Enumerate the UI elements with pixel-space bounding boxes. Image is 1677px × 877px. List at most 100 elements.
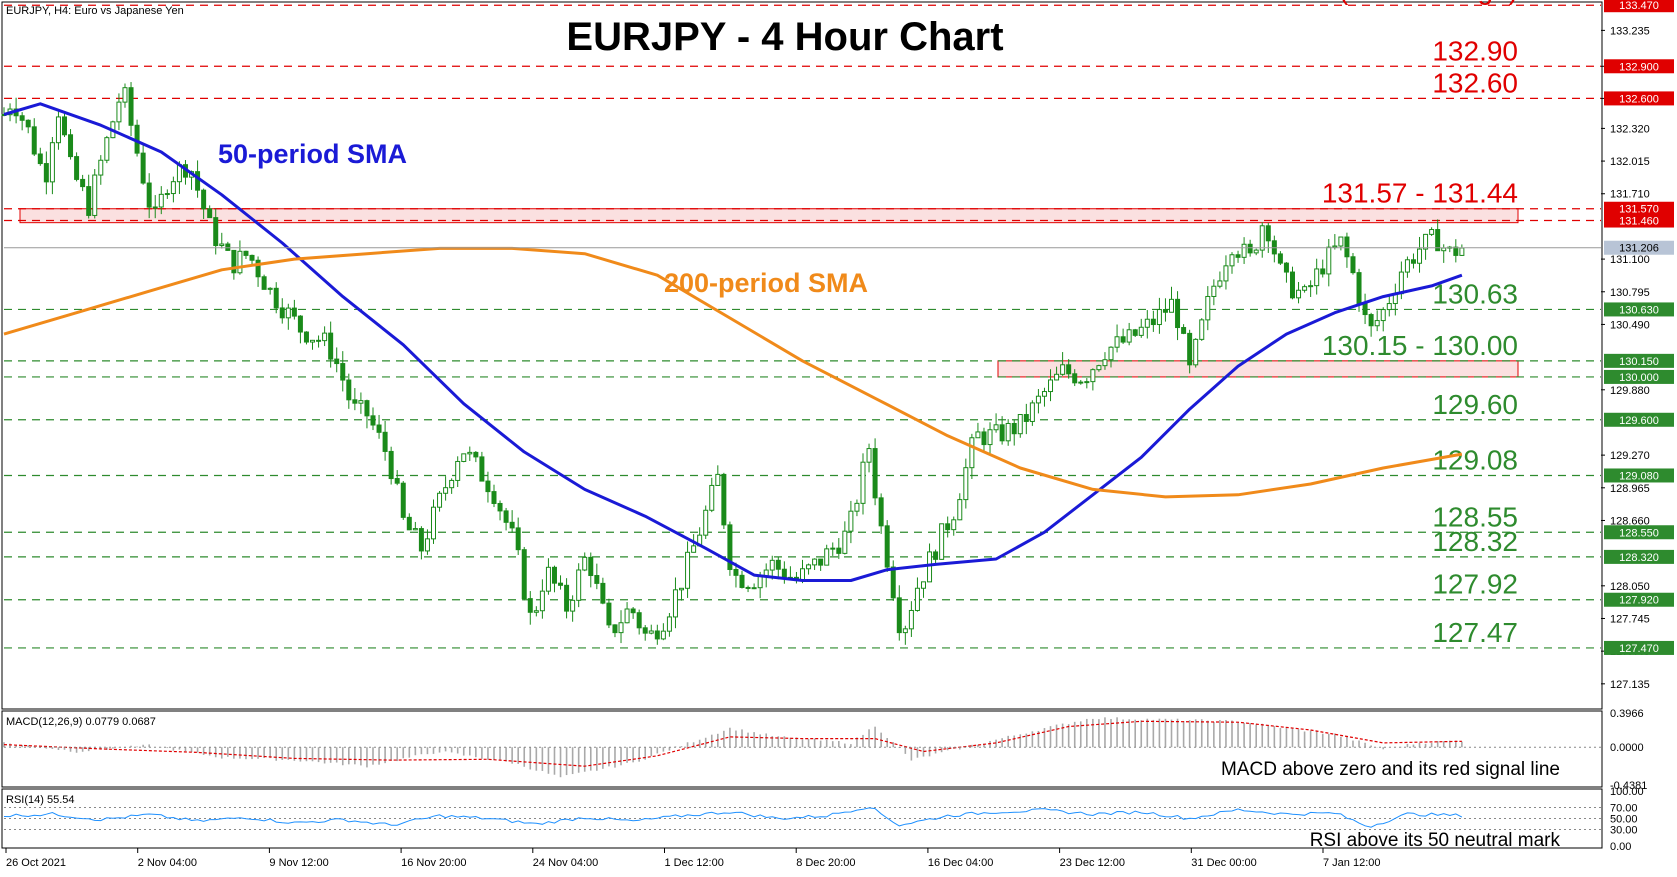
price-tag-bg [1604, 525, 1674, 540]
price-tag-bg [1604, 302, 1674, 317]
candle-body [1072, 373, 1078, 384]
candle-body [418, 528, 424, 552]
candle-body [1187, 332, 1193, 366]
candle-body [1320, 268, 1326, 275]
candle-body [866, 448, 872, 463]
candle-body [225, 243, 231, 251]
candle-body [1048, 379, 1054, 393]
level-label-9: 129.08 [1432, 444, 1518, 475]
candle-body [1398, 271, 1404, 295]
rsi-y-tick-label: 70.00 [1610, 803, 1638, 815]
candle-body [1453, 246, 1459, 256]
sma-line-1 [3, 246, 1463, 499]
price-tag-label: 130.000 [1619, 372, 1659, 384]
candle-body [231, 249, 237, 274]
candle-body [146, 182, 152, 208]
candle-body [812, 558, 818, 566]
candle-body [842, 530, 848, 554]
candle-body [382, 431, 388, 452]
chart-title: EURJPY - 4 Hour Chart [566, 15, 1003, 59]
candle-body [642, 627, 648, 634]
last-price-tag-bg [1604, 240, 1674, 255]
candle-body [1205, 295, 1211, 321]
candle-body [316, 339, 322, 342]
candle-body [1017, 414, 1023, 435]
x-tick-label: 16 Dec 04:00 [928, 857, 993, 869]
candle-body [249, 254, 255, 261]
candle-body [1090, 369, 1096, 383]
candle-body [685, 551, 691, 589]
x-tick-label: 23 Dec 12:00 [1060, 857, 1125, 869]
candle-body [1302, 286, 1308, 291]
price-axis-layer: 133.235 132.900 132.600 132.320 132.015 131.7… [4, 0, 1674, 691]
candle-body [31, 126, 37, 155]
candle-body [1181, 327, 1187, 334]
candle-body [1350, 256, 1356, 274]
candle-body [55, 116, 61, 144]
candle-body [1126, 329, 1132, 343]
candle-body [848, 510, 854, 532]
candle-body [594, 575, 600, 584]
candle-body [213, 217, 219, 247]
candle-body [467, 451, 473, 455]
candle-body [364, 400, 370, 417]
candle-body [606, 602, 612, 626]
price-tag-label: 131.570 [1619, 204, 1659, 216]
candle-body [310, 339, 316, 343]
candle-body [98, 159, 104, 176]
candle-body [927, 551, 933, 583]
y-tick-label: 130.490 [1610, 319, 1650, 331]
price-tag-label: 132.600 [1619, 93, 1659, 105]
candle-body [993, 424, 999, 431]
y-tick-label: 132.320 [1610, 123, 1650, 135]
last-price-tag-label: 131.206 [1619, 243, 1659, 255]
candle-body [1410, 259, 1416, 264]
candle-body [116, 101, 122, 123]
candle-body [1441, 247, 1447, 252]
candle-body [92, 174, 98, 216]
macd-header: MACD(12,26,9) 0.0779 0.0687 [6, 716, 156, 728]
y-tick-label: 129.880 [1610, 385, 1650, 397]
candle-body [836, 547, 842, 554]
candle-body [334, 358, 340, 365]
y-tick-label: 128.050 [1610, 581, 1650, 593]
candle-body [975, 431, 981, 439]
candle-body [255, 259, 261, 278]
candle-body [1060, 364, 1066, 375]
y-tick-label: 127.135 [1610, 679, 1650, 691]
candle-body [878, 497, 884, 527]
candle-body [800, 568, 805, 582]
candle-body [1241, 243, 1247, 258]
price-tag-label: 132.900 [1619, 61, 1659, 73]
candle-body [352, 399, 358, 404]
candle-body [406, 516, 412, 531]
candle-body [243, 250, 249, 256]
candle-body [80, 178, 86, 188]
level-label-6: 130.15 - 130.00 [1322, 330, 1518, 361]
candle-body [1084, 381, 1090, 384]
candle-body [600, 582, 606, 604]
candle-body [715, 473, 721, 486]
x-tick-label: 2 Nov 04:00 [138, 857, 197, 869]
rsi-annotation: RSI above its 50 neutral mark [1310, 830, 1561, 851]
level-label-5: 130.63 [1432, 278, 1518, 309]
candle-body [140, 152, 146, 184]
price-tag-label: 127.920 [1619, 595, 1659, 607]
candle-body [1344, 236, 1350, 258]
sma-line-0 [3, 102, 1463, 582]
candle-body [570, 599, 576, 612]
candle-body [1423, 233, 1429, 250]
candle-body [721, 473, 727, 526]
candle-body [473, 451, 479, 458]
candle-body [43, 163, 49, 183]
candle-body [1108, 346, 1114, 361]
candle-body [920, 581, 926, 589]
macd-y-tick-label: -0.4381 [1610, 780, 1647, 792]
candle-body [1199, 319, 1205, 340]
candle-body [630, 608, 636, 614]
y-tick-label: 131.100 [1610, 254, 1650, 266]
candle-body [564, 584, 570, 612]
candle-body [666, 616, 672, 632]
